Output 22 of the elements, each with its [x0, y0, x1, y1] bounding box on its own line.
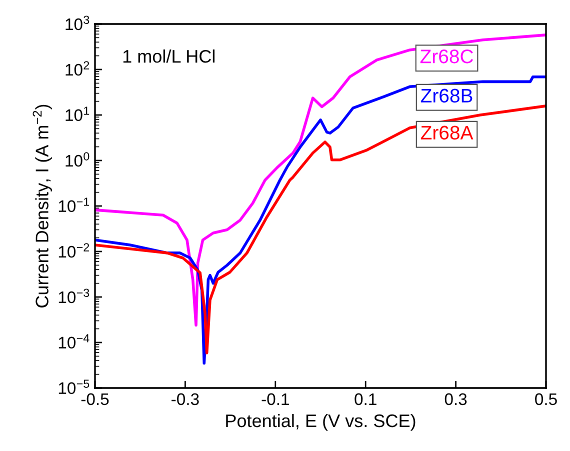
y-axis-title: Current Density, I (A m$^{−2}$): [32, 104, 52, 308]
y-tick-label: 10$^{3}$: [66, 16, 90, 30]
line-series: [95, 34, 546, 327]
annotation: 1 mol/L HCl: [123, 49, 214, 63]
y-tick-label: 10$^{0}$: [66, 152, 90, 167]
y-tick-label: 10$^{−2}$: [58, 243, 90, 258]
y-tick-label: 10$^{−5}$: [58, 380, 90, 394]
y-tick-label: 10$^{−1}$: [58, 198, 90, 212]
y-tick-label: 10$^{1}$: [66, 106, 90, 122]
series-label: Zr68B: [420, 88, 472, 103]
y-tick-label: 10$^{−3}$: [58, 288, 90, 304]
series-label: Zr68A: [420, 126, 474, 140]
series-label: Zr68C: [420, 50, 474, 64]
x-tick-label: -0.5: [81, 393, 109, 406]
y-tick-label: 10$^{2}$: [66, 61, 90, 76]
x-tick-label: 0.1: [354, 393, 376, 406]
y-tick-label: 10$^{−4}$: [58, 334, 90, 349]
x-axis-title: Potential, E (V vs. SCE): [226, 414, 416, 431]
x-tick-label: -0.3: [172, 393, 199, 406]
x-tick-label: 0.5: [535, 393, 557, 406]
x-tick-label: -0.1: [262, 393, 289, 406]
x-tick-label: 0.3: [444, 393, 467, 406]
